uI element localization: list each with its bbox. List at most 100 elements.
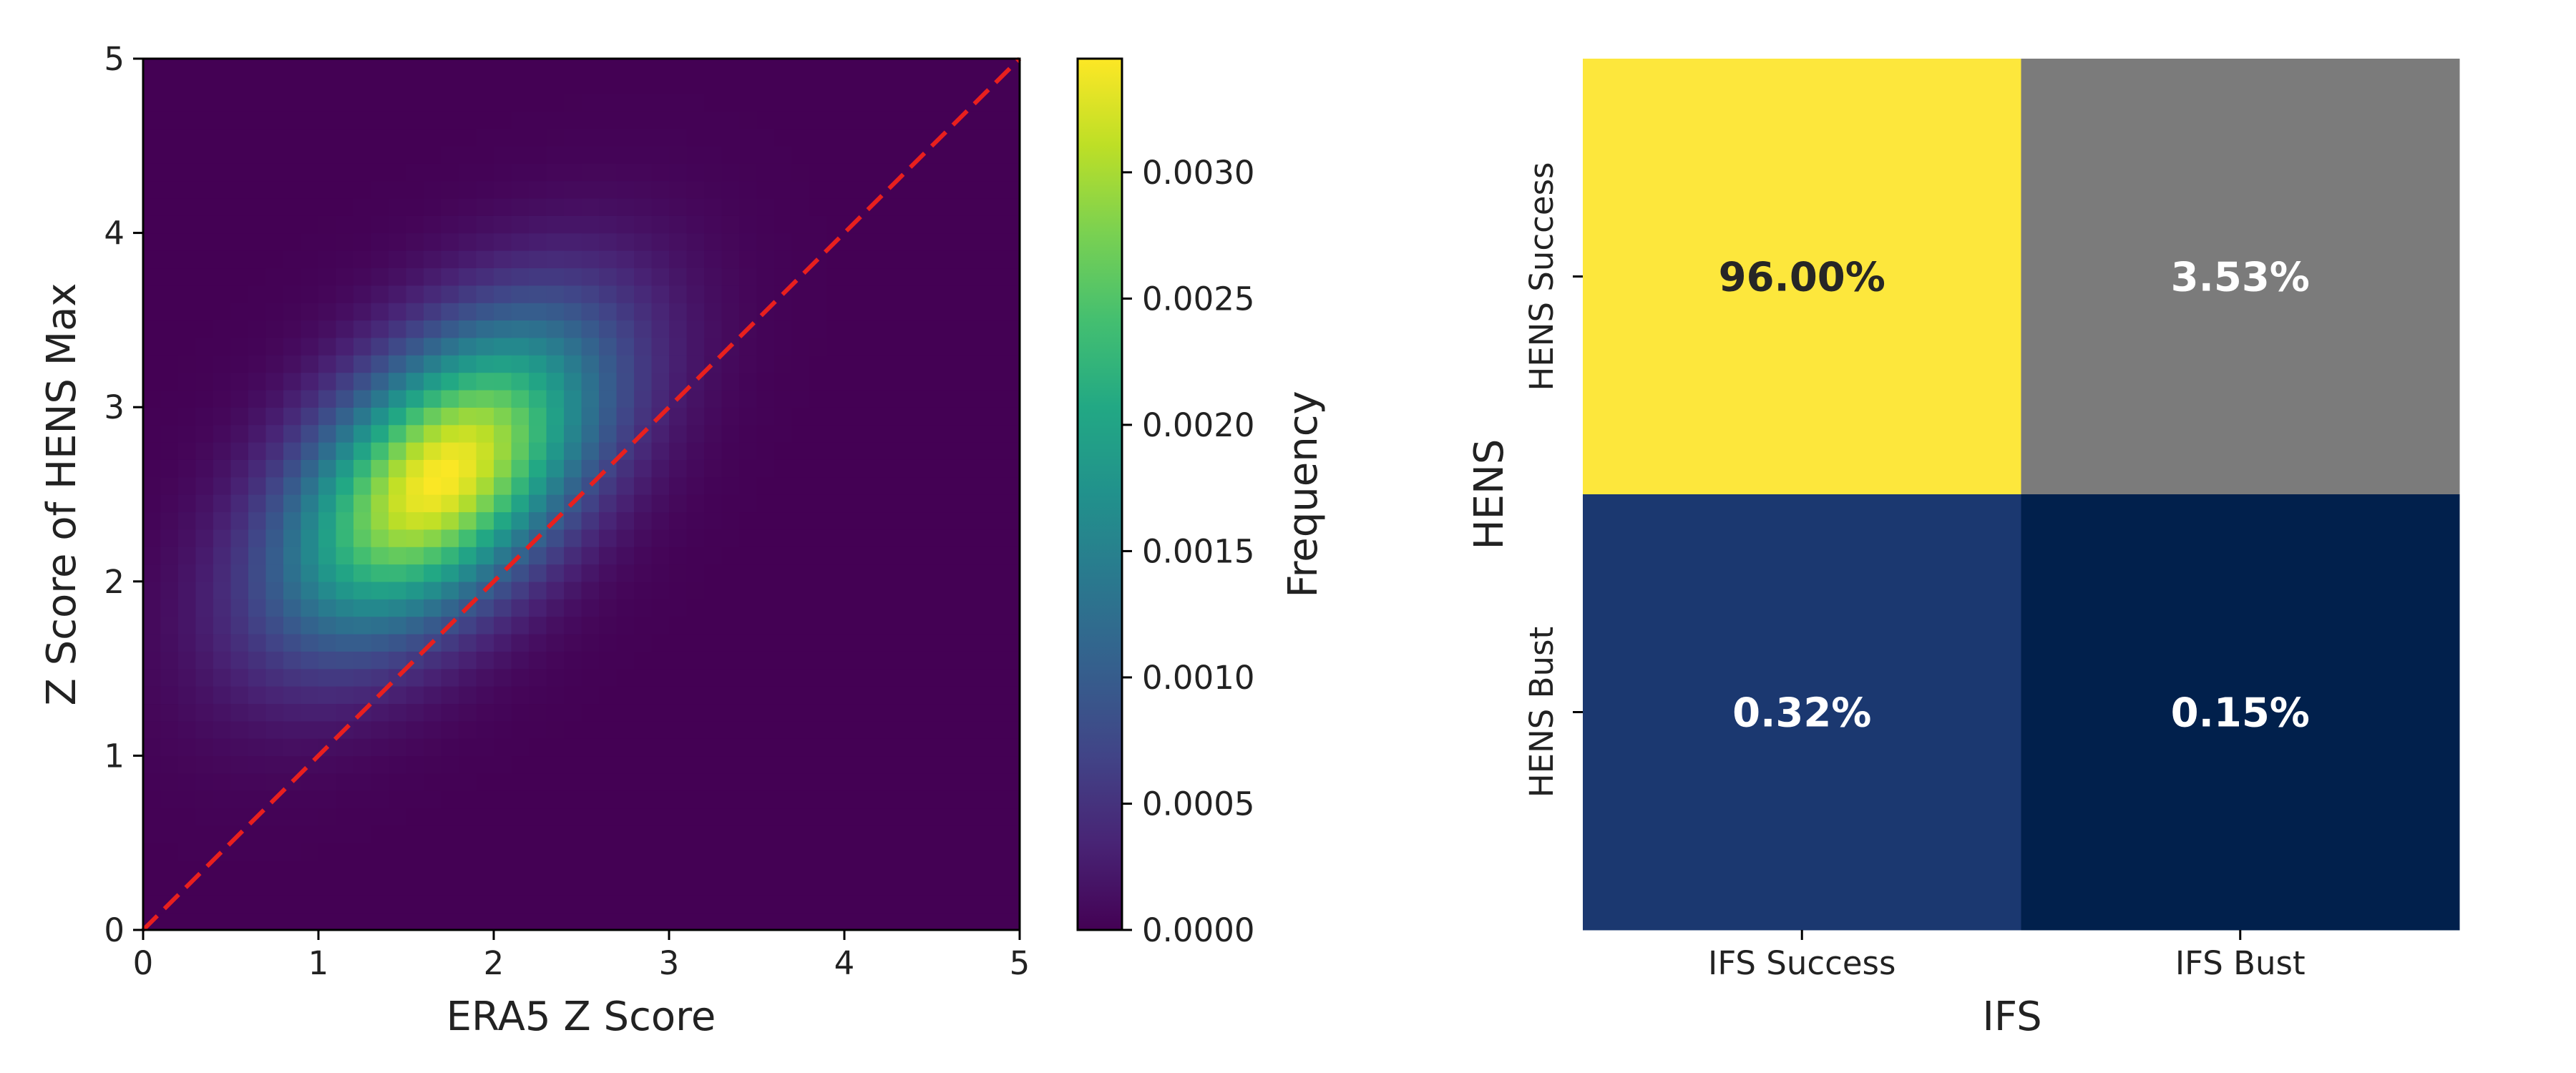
density-bin <box>897 773 915 791</box>
density-bin <box>529 581 547 599</box>
density-bin <box>616 93 635 112</box>
density-bin <box>616 599 635 617</box>
density-bin <box>283 76 302 94</box>
density-bin <box>424 303 442 321</box>
density-bin <box>459 494 477 513</box>
density-bin <box>739 825 758 843</box>
density-bin <box>721 250 740 269</box>
density-bin <box>985 389 1003 408</box>
density-bin <box>143 389 162 408</box>
density-bin <box>669 59 688 77</box>
density-bin <box>529 355 547 373</box>
density-bin <box>160 703 179 722</box>
density-bin <box>809 232 828 251</box>
density-bin <box>248 790 267 809</box>
density-bin <box>950 633 968 652</box>
density-bin <box>213 755 232 774</box>
density-bin <box>879 616 898 635</box>
density-bin <box>985 790 1003 809</box>
density-bin <box>441 145 459 164</box>
density-bin <box>406 268 424 286</box>
density-bin <box>914 895 933 913</box>
density-bin <box>353 215 372 234</box>
density-bin <box>494 76 512 94</box>
density-bin <box>265 459 284 478</box>
density-bin <box>844 895 863 913</box>
density-bin <box>634 303 653 321</box>
density-bin <box>406 825 424 843</box>
density-bin <box>774 494 793 513</box>
density-bin <box>336 407 354 426</box>
density-bin <box>791 197 810 216</box>
density-bin <box>950 720 968 739</box>
density-bin <box>651 180 670 199</box>
density-bin <box>967 424 985 443</box>
density-bin <box>967 912 985 931</box>
density-bin <box>581 93 600 112</box>
density-bin <box>459 303 477 321</box>
density-bin <box>178 215 197 234</box>
density-bin <box>178 389 197 408</box>
density-bin <box>844 232 863 251</box>
density-bin <box>178 111 197 129</box>
density-bin <box>459 860 477 878</box>
density-bin <box>230 790 249 809</box>
density-bin <box>599 355 618 373</box>
density-bin <box>897 738 915 757</box>
density-bin <box>195 145 214 164</box>
density-bin <box>424 163 442 182</box>
density-bin <box>424 773 442 791</box>
density-bin <box>546 790 565 809</box>
density-bin <box>581 250 600 269</box>
density-bin <box>599 581 618 599</box>
density-bin <box>318 720 337 739</box>
density-bin <box>721 111 740 129</box>
density-bin <box>950 773 968 791</box>
density-bin <box>389 808 407 826</box>
density-bin <box>739 407 758 426</box>
density-bin <box>704 494 723 513</box>
density-bin <box>634 633 653 652</box>
density-bin <box>406 599 424 617</box>
density-bin <box>739 895 758 913</box>
density-bin <box>301 303 319 321</box>
density-bin <box>248 529 267 547</box>
density-bin <box>406 76 424 94</box>
density-bin <box>336 111 354 129</box>
density-bin <box>546 738 565 757</box>
density-bin <box>406 685 424 705</box>
density-bin <box>932 494 950 513</box>
density-bin <box>897 459 915 478</box>
density-bin <box>301 599 319 617</box>
density-bin <box>511 389 530 408</box>
density-bin <box>932 232 950 251</box>
density-bin <box>459 755 477 774</box>
density-bin <box>862 389 880 408</box>
density-bin <box>634 93 653 112</box>
density-bin <box>213 738 232 757</box>
density-bin <box>564 738 582 757</box>
density-bin <box>318 825 337 843</box>
density-bin <box>353 581 372 599</box>
density-bin <box>721 197 740 216</box>
density-bin <box>862 790 880 809</box>
density-bin <box>441 494 459 513</box>
density-bin <box>914 808 933 826</box>
density-bin <box>213 111 232 129</box>
density-bin <box>564 877 582 896</box>
density-bin <box>511 59 530 77</box>
density-bin <box>301 76 319 94</box>
density-bin <box>844 877 863 896</box>
density-bin <box>721 93 740 112</box>
density-bin <box>599 476 618 495</box>
density-bin <box>704 372 723 391</box>
density-bin <box>511 790 530 809</box>
density-bin <box>353 860 372 878</box>
density-bin <box>844 407 863 426</box>
density-bin <box>616 616 635 635</box>
density-bin <box>634 197 653 216</box>
density-bin <box>265 494 284 513</box>
density-bin <box>914 529 933 547</box>
density-bin <box>1002 145 1020 164</box>
density-bin <box>476 337 494 356</box>
